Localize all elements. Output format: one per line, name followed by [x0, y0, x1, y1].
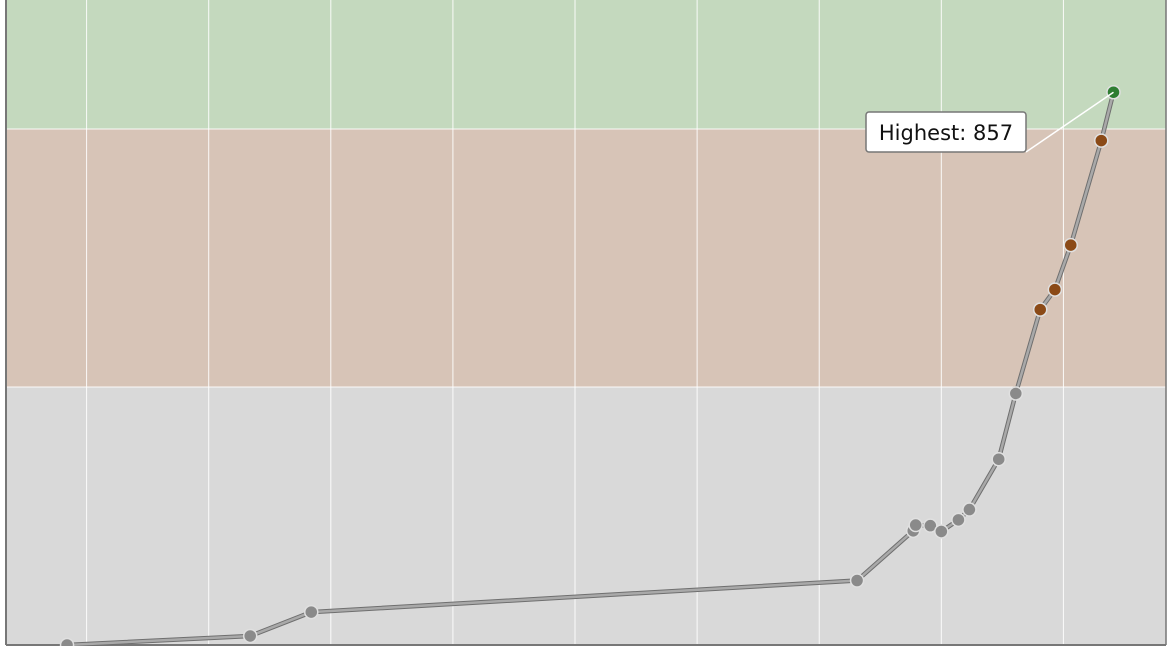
band-2 [6, 387, 1166, 645]
data-point [59, 637, 75, 646]
band-0 [6, 0, 1166, 129]
data-point [242, 628, 258, 644]
data-point [934, 524, 949, 539]
highest-annotation: Highest: 857 [865, 91, 1114, 153]
gridlines [6, 0, 1166, 645]
data-point [1063, 237, 1079, 253]
data-point [951, 512, 966, 528]
data-point [849, 573, 865, 588]
axes [5, 0, 1167, 646]
data-point [1047, 282, 1063, 297]
data-point [962, 502, 977, 517]
annotation-box [865, 111, 1027, 153]
data-point [304, 604, 319, 620]
band-1 [6, 129, 1166, 387]
data-point [991, 451, 1006, 467]
data-point [1094, 133, 1109, 148]
data-point [1032, 302, 1048, 317]
data-point [923, 518, 938, 533]
series-points [59, 84, 1121, 646]
annotation-leader-line [1025, 91, 1114, 153]
background-bands [6, 0, 1166, 645]
data-point [908, 517, 923, 533]
annotation-label: Highest: 857 [879, 121, 1013, 145]
data-point [1008, 386, 1024, 401]
